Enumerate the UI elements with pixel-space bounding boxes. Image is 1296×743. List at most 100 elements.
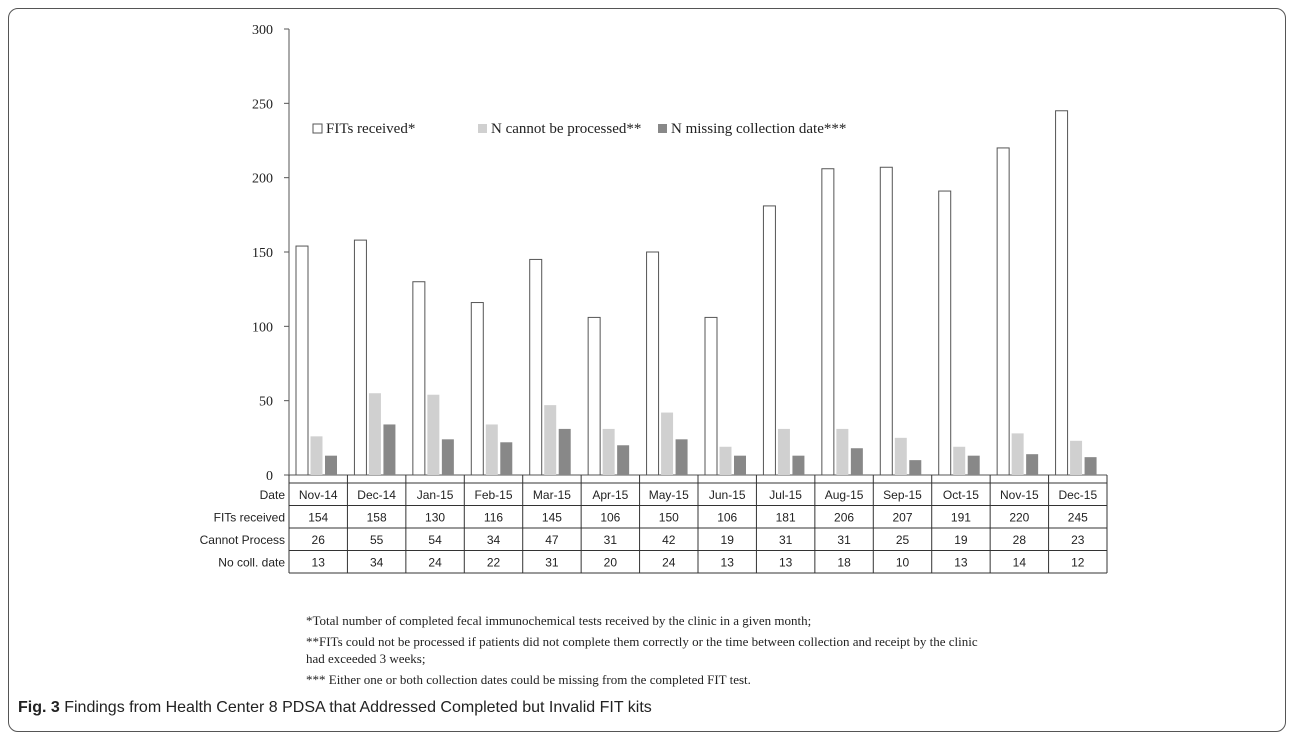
x-category-label: Oct-15	[943, 488, 979, 502]
table-cell: 154	[308, 510, 328, 524]
bar-series-2	[1070, 440, 1083, 475]
table-cell: 24	[428, 555, 442, 569]
table-cell: 245	[1068, 510, 1088, 524]
bar-series-1	[821, 168, 835, 476]
table-cell: 25	[896, 533, 910, 547]
bar-series-2	[427, 394, 440, 475]
bar-series-1	[587, 316, 601, 476]
y-tick-label: 100	[252, 320, 273, 335]
bar-series-2	[661, 412, 674, 475]
table-cell: 13	[954, 555, 968, 569]
table-cell: 54	[428, 533, 442, 547]
table-cell: 34	[487, 533, 501, 547]
table-row-label: Cannot Process	[200, 533, 285, 547]
figure-caption-text: Findings from Health Center 8 PDSA that …	[59, 699, 652, 716]
legend-swatch	[478, 124, 487, 133]
figure-frame	[8, 8, 1286, 732]
table-cell: 206	[834, 510, 854, 524]
table-cell: 42	[662, 533, 676, 547]
table-cell: 31	[837, 533, 851, 547]
x-category-label: Sep-15	[883, 488, 922, 502]
bar-series-2	[544, 405, 557, 475]
bar-series-1	[879, 166, 893, 476]
table-cell: 22	[487, 555, 501, 569]
y-tick-label: 250	[252, 97, 273, 112]
x-category-label: May-15	[649, 488, 689, 502]
legend-swatch	[312, 123, 323, 134]
bar-series-1	[1055, 110, 1069, 476]
table-cell: 28	[1013, 533, 1027, 547]
bar-series-3	[967, 455, 980, 475]
table-row-label: No coll. date	[218, 555, 285, 569]
bar-series-3	[734, 455, 746, 475]
table-cell: 31	[604, 533, 618, 547]
legend-swatch	[658, 124, 667, 133]
bar-series-1	[353, 239, 367, 476]
bar-series-2	[368, 393, 381, 475]
x-category-label: Nov-14	[299, 488, 338, 502]
table-cell: 106	[600, 510, 620, 524]
bar-series-1	[646, 251, 660, 476]
table-cell: 106	[717, 510, 737, 524]
bar-series-1	[470, 302, 484, 476]
y-tick-label: 200	[252, 172, 273, 187]
y-tick-label: 300	[252, 23, 273, 38]
legend-label: N cannot be processed**	[491, 121, 641, 137]
table-cell: 26	[312, 533, 326, 547]
y-tick-label: 150	[252, 246, 273, 261]
table-cell: 13	[721, 555, 735, 569]
table-cell: 13	[312, 555, 326, 569]
bar-series-3	[500, 442, 513, 475]
bar-series-1	[996, 147, 1010, 476]
table-cell: 47	[545, 533, 559, 547]
x-category-label: Aug-15	[825, 488, 864, 502]
table-header-label: Date	[260, 488, 286, 502]
bar-series-2	[1011, 433, 1024, 475]
bar-series-2	[719, 446, 732, 475]
bar-series-1	[529, 258, 543, 476]
table-cell: 145	[542, 510, 562, 524]
footnote-2: **FITs could not be processed if patient…	[306, 634, 978, 666]
x-category-label: Apr-15	[592, 488, 628, 502]
bar-series-1	[938, 190, 952, 476]
legend-label: FITs received*	[326, 121, 415, 137]
footnotes: *Total number of completed fecal immunoc…	[306, 612, 986, 692]
bar-series-1	[295, 245, 309, 476]
table-cell: 116	[484, 510, 503, 524]
y-tick-label: 0	[266, 469, 273, 484]
bar-series-3	[617, 445, 630, 475]
bar-series-2	[894, 437, 907, 475]
table-cell: 12	[1071, 555, 1085, 569]
table-cell: 130	[425, 510, 445, 524]
table-cell: 19	[954, 533, 968, 547]
table-cell: 19	[721, 533, 735, 547]
figure-caption: Fig. 3 Findings from Health Center 8 PDS…	[18, 699, 652, 717]
y-tick-label: 50	[259, 395, 273, 410]
table-cell: 158	[367, 510, 387, 524]
table-cell: 23	[1071, 533, 1085, 547]
table-cell: 18	[837, 555, 851, 569]
bar-series-3	[909, 460, 922, 475]
bar-series-2	[836, 428, 849, 475]
bar-series-1	[762, 205, 776, 476]
bar-series-3	[383, 424, 396, 475]
bar-series-3	[325, 455, 337, 475]
table-row-label: FITs received	[214, 510, 285, 524]
table-cell: 150	[659, 510, 679, 524]
bar-series-3	[850, 448, 863, 475]
x-category-label: Jun-15	[709, 488, 746, 502]
table-cell: 10	[896, 555, 910, 569]
x-category-label: Mar-15	[533, 488, 571, 502]
bar-series-3	[558, 428, 571, 475]
table-cell: 191	[951, 510, 971, 524]
x-category-label: Dec-14	[357, 488, 396, 502]
bar-series-1	[412, 281, 426, 476]
bar-chart: 0 50 100 150 200 250 300 FITs received* N cannot…	[200, 23, 1108, 574]
bar-series-3	[441, 439, 454, 475]
x-category-label: Nov-15	[1000, 488, 1039, 502]
table-cell: 20	[604, 555, 618, 569]
table-cell: 55	[370, 533, 384, 547]
bar-series-3	[1026, 454, 1039, 475]
table-cell: 31	[545, 555, 559, 569]
figure-label: Fig. 3	[18, 699, 60, 716]
